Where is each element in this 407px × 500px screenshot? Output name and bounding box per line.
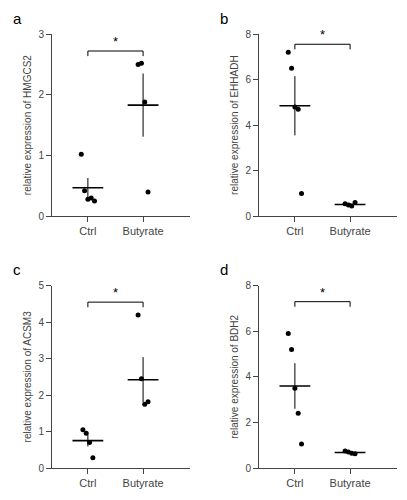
svg-text:Ctrl: Ctrl (79, 477, 96, 489)
svg-text:2: 2 (38, 390, 44, 401)
svg-text:4: 4 (38, 317, 44, 328)
svg-text:8: 8 (245, 29, 251, 40)
svg-text:*: * (320, 27, 325, 42)
svg-text:0: 0 (245, 463, 251, 474)
svg-text:c: c (13, 261, 21, 278)
svg-text:Butyrate: Butyrate (123, 225, 164, 237)
svg-text:a: a (13, 10, 22, 27)
svg-text:*: * (320, 285, 325, 300)
svg-text:d: d (220, 261, 228, 278)
svg-text:5: 5 (38, 280, 44, 291)
svg-text:relative expression of BDH2: relative expression of BDH2 (229, 314, 240, 438)
svg-text:2: 2 (245, 417, 251, 428)
svg-text:3: 3 (38, 29, 44, 40)
svg-text:6: 6 (245, 74, 251, 85)
svg-text:Butyrate: Butyrate (330, 477, 371, 489)
svg-text:*: * (113, 285, 118, 300)
svg-text:1: 1 (38, 150, 44, 161)
svg-text:b: b (220, 10, 228, 27)
svg-text:8: 8 (245, 280, 251, 291)
svg-text:3: 3 (38, 353, 44, 364)
svg-text:2: 2 (38, 89, 44, 100)
svg-text:4: 4 (245, 371, 251, 382)
svg-text:*: * (113, 34, 118, 49)
svg-text:Butyrate: Butyrate (330, 225, 371, 237)
svg-text:relative expression of EHHADH: relative expression of EHHADH (229, 55, 240, 195)
svg-text:0: 0 (38, 211, 44, 222)
svg-text:4: 4 (245, 120, 251, 131)
svg-text:Ctrl: Ctrl (286, 225, 303, 237)
svg-text:relative expression of ACSM3: relative expression of ACSM3 (22, 311, 33, 443)
svg-text:6: 6 (245, 326, 251, 337)
svg-text:2: 2 (245, 165, 251, 176)
svg-text:relative expression of HMGCS2: relative expression of HMGCS2 (22, 55, 33, 195)
svg-text:0: 0 (38, 463, 44, 474)
svg-text:Butyrate: Butyrate (123, 477, 164, 489)
svg-text:Ctrl: Ctrl (79, 225, 96, 237)
svg-text:1: 1 (38, 426, 44, 437)
svg-text:0: 0 (245, 211, 251, 222)
svg-text:Ctrl: Ctrl (286, 477, 303, 489)
